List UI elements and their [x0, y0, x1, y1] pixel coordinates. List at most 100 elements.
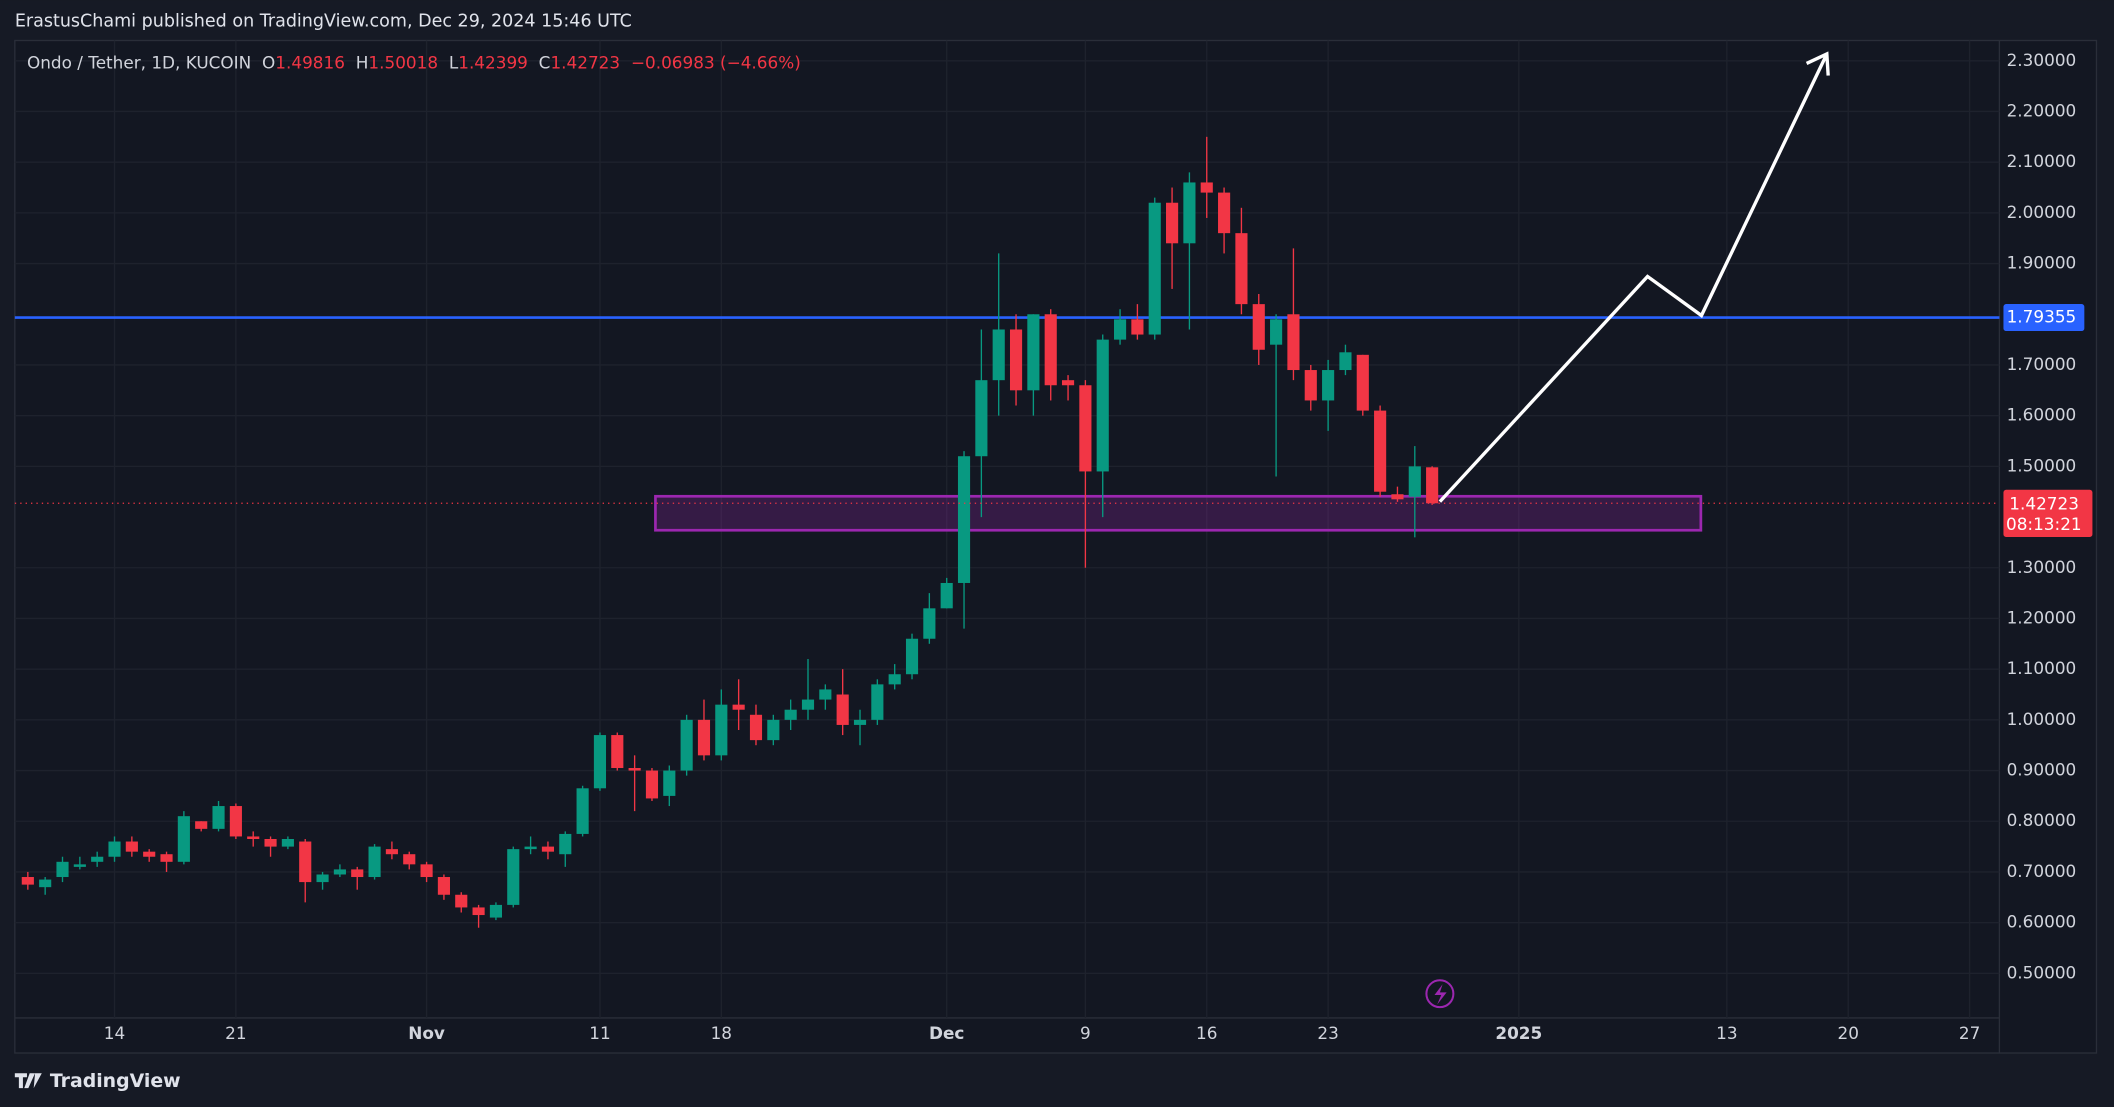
candle-body [905, 638, 919, 675]
candle-body [801, 699, 815, 710]
x-tick-label: Dec [929, 1023, 964, 1043]
candle-body [368, 846, 381, 878]
publisher: ErastusChami published on TradingView.co… [15, 12, 632, 32]
candle-body [108, 841, 121, 857]
countdown: 08:13:21 [2006, 514, 2082, 534]
projection-arrow [1438, 53, 1829, 503]
candle-body [1009, 329, 1023, 391]
candle-body [992, 329, 1005, 381]
y-tick-label: 2.20000 [2007, 100, 2077, 120]
candle-body [975, 380, 988, 457]
y-tick-label: 1.00000 [2007, 709, 2077, 729]
symbol: Ondo / Tether, 1D, KUCOIN [27, 52, 251, 72]
candle-body [1096, 339, 1109, 472]
candle-body [21, 877, 34, 885]
ohlc-label: C [539, 52, 551, 72]
x-tick-label: 21 [225, 1023, 246, 1043]
y-tick-label: 2.00000 [2007, 202, 2077, 222]
close-value: 1.42723 [550, 52, 620, 72]
candle-body [784, 709, 797, 720]
candle-body [385, 849, 398, 855]
candle-body [489, 904, 503, 918]
candle-body [1356, 354, 1369, 411]
candle-body [853, 719, 867, 725]
candle-body [299, 841, 312, 883]
candle-body [1183, 182, 1196, 244]
candle-body [143, 851, 156, 857]
candle-body [1079, 385, 1092, 472]
candle-body [732, 704, 745, 710]
candle-body [715, 704, 728, 756]
candle-body [1166, 202, 1179, 244]
y-tick-label: 1.20000 [2007, 607, 2077, 627]
event-icon-bolt [1434, 984, 1447, 1005]
horizontal-line-label: 1.79355 [2007, 307, 2077, 327]
candle-body [1391, 494, 1404, 500]
candle-body [888, 674, 901, 685]
candle-body [91, 856, 104, 862]
candle-body [264, 838, 277, 847]
candle-body [160, 854, 173, 862]
candle-body [1027, 314, 1040, 391]
candle-body [1061, 380, 1075, 386]
candle-body [507, 849, 520, 905]
candle-body [1252, 304, 1265, 350]
y-tick-label: 0.70000 [2007, 861, 2077, 881]
ohlc-label: O [262, 52, 275, 72]
candle-body [836, 694, 849, 725]
candle-body [767, 719, 780, 741]
brand: TradingView [50, 1070, 181, 1092]
candle-body [957, 456, 971, 583]
candle-body [1044, 314, 1057, 386]
candle-body [403, 854, 416, 865]
candle-body [1218, 192, 1231, 234]
y-tick-label: 0.50000 [2007, 962, 2077, 982]
candle-body [541, 846, 555, 852]
x-tick-label: 2025 [1495, 1023, 1542, 1043]
x-tick-label: Nov [408, 1023, 445, 1043]
event-icon[interactable] [1425, 979, 1455, 1009]
x-tick-label: 27 [1959, 1023, 1980, 1043]
candle-body [871, 684, 884, 720]
candle-body [611, 735, 624, 769]
candle-body [819, 689, 832, 700]
ohlc-label: H [356, 52, 369, 72]
zone [654, 494, 1703, 532]
candle-body [1304, 370, 1317, 401]
candle-body [420, 864, 433, 878]
arrow-head [1805, 51, 1830, 76]
x-tick-label: 14 [104, 1023, 125, 1043]
candle-body [351, 869, 364, 878]
x-tick-label: 16 [1196, 1023, 1217, 1043]
candle-body [663, 770, 676, 796]
low-value: 1.42399 [458, 52, 528, 72]
y-tick-label: 0.90000 [2007, 760, 2077, 780]
chart-pane [14, 39, 2098, 1054]
candle-body [1426, 467, 1439, 504]
candle-body [1287, 314, 1300, 371]
y-tick-label: 2.30000 [2007, 50, 2077, 70]
candle-body [56, 861, 69, 878]
candle-body [333, 869, 346, 875]
change: −0.06983 (−4.66%) [631, 52, 801, 72]
y-tick-label: 1.50000 [2007, 455, 2077, 475]
candle-body [247, 836, 260, 839]
candle-body [680, 719, 693, 771]
candle-body [1200, 182, 1213, 193]
x-tick-label: 23 [1317, 1023, 1338, 1043]
horizontal-line-label-box [2003, 304, 2085, 332]
candle-body [73, 864, 86, 867]
candle-body [749, 714, 763, 741]
candle-body [1339, 352, 1352, 371]
y-tick-label: 1.60000 [2007, 405, 2077, 425]
y-tick-label: 1.90000 [2007, 253, 2077, 273]
candle-body [559, 833, 572, 855]
candle-body [697, 719, 711, 756]
high-value: 1.50018 [368, 52, 438, 72]
candle-body [1235, 233, 1248, 305]
candle-body [212, 806, 225, 829]
x-tick-label: 13 [1716, 1023, 1737, 1043]
brand-logo [14, 1073, 42, 1089]
candle-body [39, 879, 52, 888]
